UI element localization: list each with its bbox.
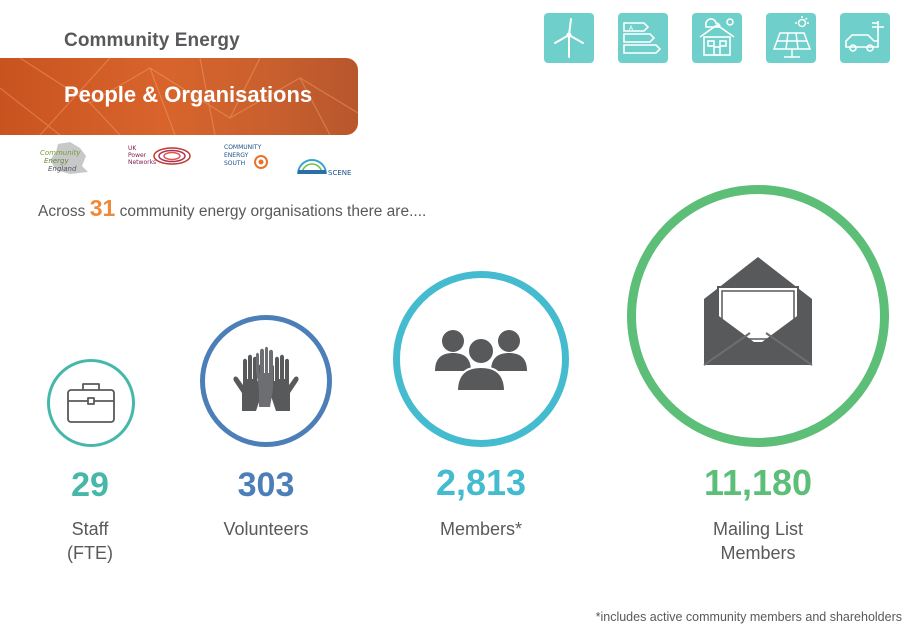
members-label-line: Members* [439, 519, 523, 539]
scene-logo: SCENE [294, 140, 360, 178]
page-title: People & Organisations [64, 82, 313, 107]
open-envelope-icon [703, 257, 813, 366]
mailing-list-circle [627, 185, 889, 447]
community-energy-south-logo: COMMUNITY ENERGY SOUTH [224, 140, 274, 176]
logo-text: COMMUNITY [224, 144, 262, 151]
mailing-list-label-line: Mailing List [712, 519, 804, 539]
uk-power-networks-logo: UK Power Networks [126, 140, 196, 176]
members-value: 2,813 [435, 462, 527, 503]
wind-turbine-icon [544, 13, 594, 63]
logo-text: England [48, 165, 77, 173]
partner-logos: Community Energy England UK Power Networ… [36, 140, 366, 180]
mailing-list-value: 11,180 [703, 462, 813, 503]
volunteers-circle [200, 315, 332, 447]
title-banner: People & Organisations [0, 58, 358, 135]
mailing-list-label: Mailing List Members [658, 517, 858, 565]
staff-label-line: Staff [71, 519, 109, 539]
logo-text: SCENE [328, 169, 351, 177]
logo-text: Community [40, 149, 81, 157]
smart-home-icon [692, 13, 742, 63]
members-circle [393, 271, 569, 447]
staff-circle [47, 359, 135, 447]
staff-value: 29 [71, 466, 109, 504]
logo-text: SOUTH [224, 160, 245, 167]
solar-panel-icon [766, 13, 816, 63]
mailing-list-label-line: Members [720, 543, 796, 563]
intro-after: community energy organisations there are… [119, 203, 427, 220]
footnote: *includes active community members and s… [595, 610, 902, 624]
svg-text:A: A [629, 25, 634, 32]
banner-texture [0, 58, 358, 135]
logo-text: Energy [44, 157, 69, 165]
members-label: Members* [406, 517, 556, 541]
page-supertitle: Community Energy [64, 30, 240, 51]
logo-text: Power [128, 152, 147, 159]
energy-rating-icon: A [618, 13, 668, 63]
logo-text: ENERGY [224, 152, 249, 159]
briefcase-icon [66, 382, 115, 423]
people-group-icon [435, 330, 527, 392]
electric-car-icon [840, 13, 890, 63]
logo-text: Networks [128, 159, 156, 166]
staff-label: Staff (FTE) [40, 517, 140, 565]
raised-hands-icon [233, 346, 299, 411]
volunteers-value: 303 [237, 466, 295, 504]
organisation-count: 31 [89, 195, 116, 221]
volunteers-label-line: Volunteers [223, 519, 309, 539]
volunteers-label: Volunteers [195, 517, 337, 541]
staff-label-line: (FTE) [67, 543, 113, 563]
community-energy-england-logo: Community Energy England [36, 140, 96, 176]
logo-text: UK [128, 145, 137, 152]
theme-icon-row: A [0, 13, 920, 65]
intro-before: Across [38, 203, 86, 220]
intro-text: Across 31 community energy organisations… [38, 195, 426, 222]
